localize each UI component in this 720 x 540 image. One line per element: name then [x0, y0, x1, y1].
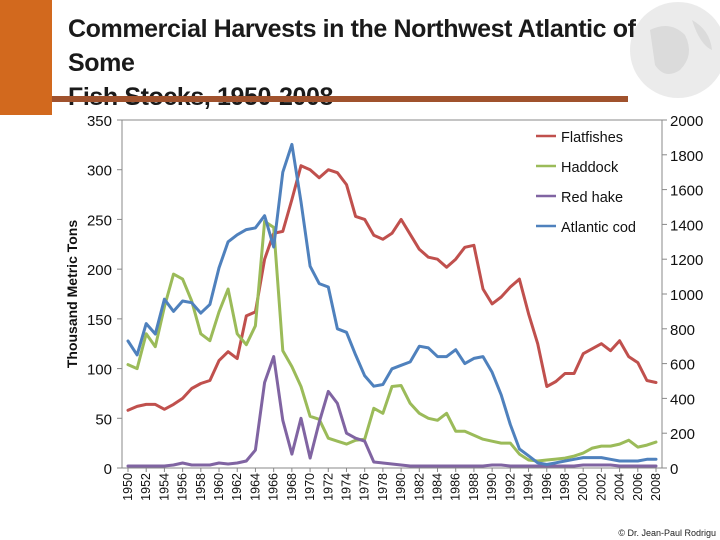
left-axis-tick-label: 100 [87, 362, 112, 379]
left-axis-tick-label: 50 [95, 411, 112, 428]
harvest-line-chart: 0 50 100 150 200 250 300 350 0 200 400 600 800 1000 12… [64, 113, 703, 501]
right-axis-tick-label: 1200 [670, 252, 703, 269]
x-axis-tick-label: 2000 [576, 473, 590, 501]
left-axis-tick-label: 150 [87, 312, 112, 329]
x-axis-tick-label: 1984 [431, 473, 445, 501]
x-axis-tick-label: 1962 [230, 473, 244, 501]
series-line-red-hake [126, 355, 658, 468]
x-axis-tick-label: 1988 [467, 473, 481, 501]
right-axis-tick-label: 800 [670, 322, 695, 339]
x-axis-tick-label: 1968 [285, 473, 299, 501]
credit-text: © Dr. Jean-Paul Rodrigu [618, 528, 716, 538]
x-axis-tick-label: 2006 [631, 473, 645, 501]
right-axis-tick-label: 1400 [670, 217, 703, 234]
left-axis-tick-label: 300 [87, 163, 112, 180]
title-band [52, 0, 720, 96]
legend-label: Haddock [561, 160, 619, 176]
x-axis-tick-label: 1990 [485, 473, 499, 501]
legend-label: Flatfishes [561, 130, 623, 146]
x-axis-tick-label: 1974 [339, 473, 353, 501]
x-axis-tick-label: 1958 [194, 473, 208, 501]
x-axis-tick-label: 1994 [522, 473, 536, 501]
series-line-flatfishes [126, 164, 658, 412]
x-axis-tick-label: 1966 [267, 473, 281, 501]
title-line-1: Commercial Harvests in the Northwest Atl… [68, 15, 636, 77]
x-axis-tick-label: 1978 [376, 473, 390, 501]
x-axis-tick-label: 1982 [412, 473, 426, 501]
left-axis-tick-label: 200 [87, 262, 112, 279]
right-axis-tick-label: 200 [670, 426, 695, 443]
x-axis-tick-label: 1960 [212, 473, 226, 501]
x-axis-tick-label: 1992 [503, 473, 517, 501]
x-axis-tick-label: 1972 [321, 473, 335, 501]
title-rule [52, 96, 628, 102]
right-axis-tick-label: 1600 [670, 183, 703, 200]
x-axis-tick-label: 1964 [248, 473, 262, 501]
x-axis-tick-label: 1954 [157, 473, 171, 501]
left-axis-tick-label: 0 [104, 461, 112, 478]
x-axis-tick-label: 1986 [449, 473, 463, 501]
x-axis-tick-label: 2004 [613, 473, 627, 501]
right-axis-tick-label: 2000 [670, 113, 703, 130]
corner-accent [0, 0, 52, 115]
x-axis-tick-label: 1970 [303, 473, 317, 501]
x-axis-tick-label: 1998 [558, 473, 572, 501]
series-line-haddock [126, 219, 658, 463]
series-line-atlantic-cod [126, 142, 658, 466]
right-axis-tick-label: 600 [670, 357, 695, 374]
y-axis-label: Thousand Metric Tons [64, 220, 80, 369]
globe-watermark-icon [630, 2, 720, 98]
right-axis-tick-label: 400 [670, 391, 695, 408]
right-axis-tick-label: 0 [670, 461, 678, 478]
x-axis-tick-label: 1952 [139, 473, 153, 501]
x-axis-tick-label: 1980 [394, 473, 408, 501]
x-axis-tick-label: 1976 [358, 473, 372, 501]
right-axis-tick-label: 1000 [670, 287, 703, 304]
x-axis-tick-label: 2002 [594, 473, 608, 501]
x-axis-tick-label: 1950 [121, 473, 135, 501]
x-axis-tick-label: 1996 [540, 473, 554, 501]
left-axis-tick-label: 350 [87, 113, 112, 130]
right-axis-tick-label: 1800 [670, 148, 703, 165]
x-axis-tick-label: 1956 [176, 473, 190, 501]
x-axis-tick-label: 2008 [649, 473, 663, 501]
legend-label: Red hake [561, 190, 623, 206]
legend-label: Atlantic cod [561, 220, 636, 236]
left-axis-tick-label: 250 [87, 212, 112, 229]
